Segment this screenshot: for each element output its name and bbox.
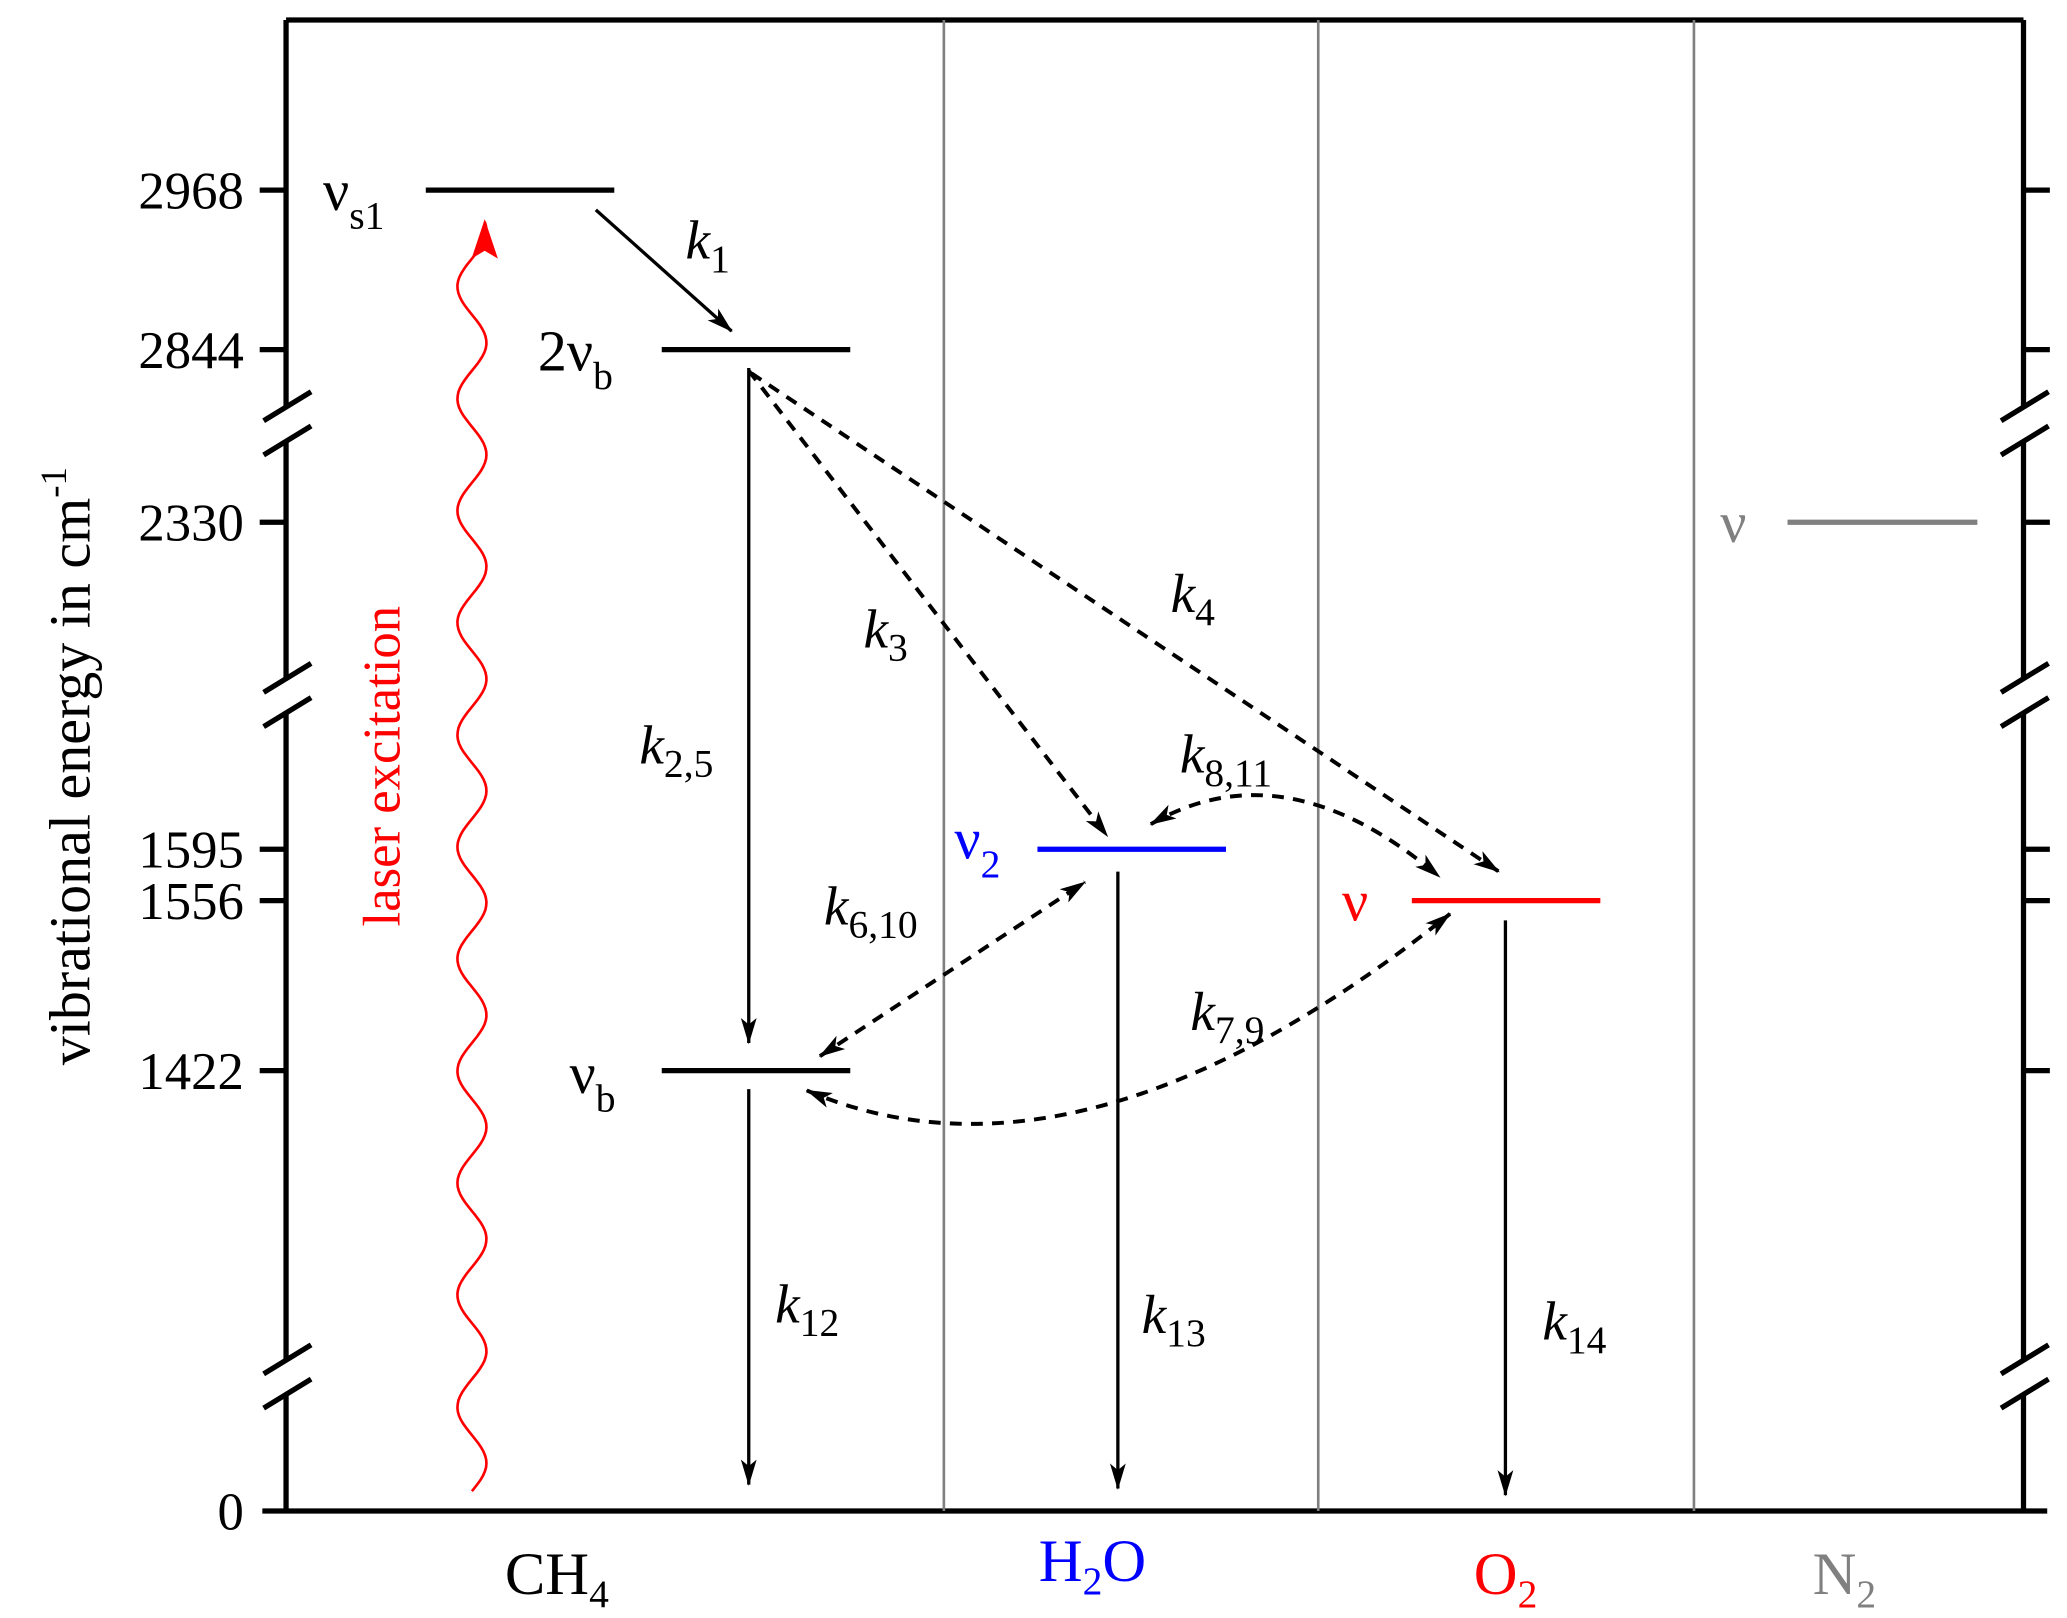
tick-label: 1422 (138, 1043, 243, 1101)
molecule-dividers (942, 20, 1696, 1511)
y-axis-title: vibrational energy in cm-1 (33, 467, 103, 1065)
arrow-k811 (1149, 793, 1441, 879)
tick-label: 1595 (138, 822, 243, 880)
rate-label-k811: k8,11 (1180, 724, 1272, 795)
tick-label: 2968 (138, 163, 243, 221)
tick-label: 2330 (138, 495, 243, 553)
molecule-label-o2: O2 (1474, 1541, 1538, 1616)
level-label-o2: ν (1342, 868, 1368, 933)
rate-label-k4: k4 (1171, 563, 1216, 634)
rate-label-k13: k13 (1142, 1284, 1206, 1355)
rate-label-k79: k7,9 (1190, 981, 1264, 1052)
level-label-vs1: νs1 (323, 158, 384, 237)
rate-label-k1: k1 (685, 210, 729, 281)
arrow-k3 (747, 369, 1109, 838)
rate-label-k14: k14 (1542, 1291, 1606, 1362)
laser-excitation-label: laser excitation (353, 606, 411, 927)
rate-label-k25: k2,5 (639, 715, 713, 786)
y-tick-labels: 2968 2844 2330 1595 1556 1422 0 (138, 163, 243, 1542)
level-label-vb: νb (569, 1041, 615, 1120)
tick-label: 2844 (138, 322, 243, 380)
arrow-k4 (750, 371, 1500, 874)
rate-label-k3: k3 (863, 599, 907, 670)
arrow-k1 (594, 208, 733, 333)
plot-frame (262, 17, 2048, 1514)
molecule-label-ch4: CH4 (505, 1541, 609, 1616)
laser-excitation-wave (456, 219, 498, 1493)
level-label-v2: ν2 (954, 806, 1000, 885)
rate-label-k12: k12 (775, 1273, 839, 1344)
y-ticks (259, 187, 2050, 1074)
molecule-label-n2: N2 (1813, 1541, 1877, 1616)
rate-label-k610: k6,10 (824, 875, 918, 946)
level-label-n2: ν (1720, 490, 1746, 555)
molecule-label-h2o: H2O (1039, 1528, 1146, 1603)
arrow-k79 (805, 912, 1452, 1126)
tick-label: 1556 (138, 873, 243, 931)
tick-label: 0 (218, 1483, 244, 1541)
level-label-2vb: 2νb (538, 319, 613, 398)
axis-break-marks (262, 389, 2050, 1411)
